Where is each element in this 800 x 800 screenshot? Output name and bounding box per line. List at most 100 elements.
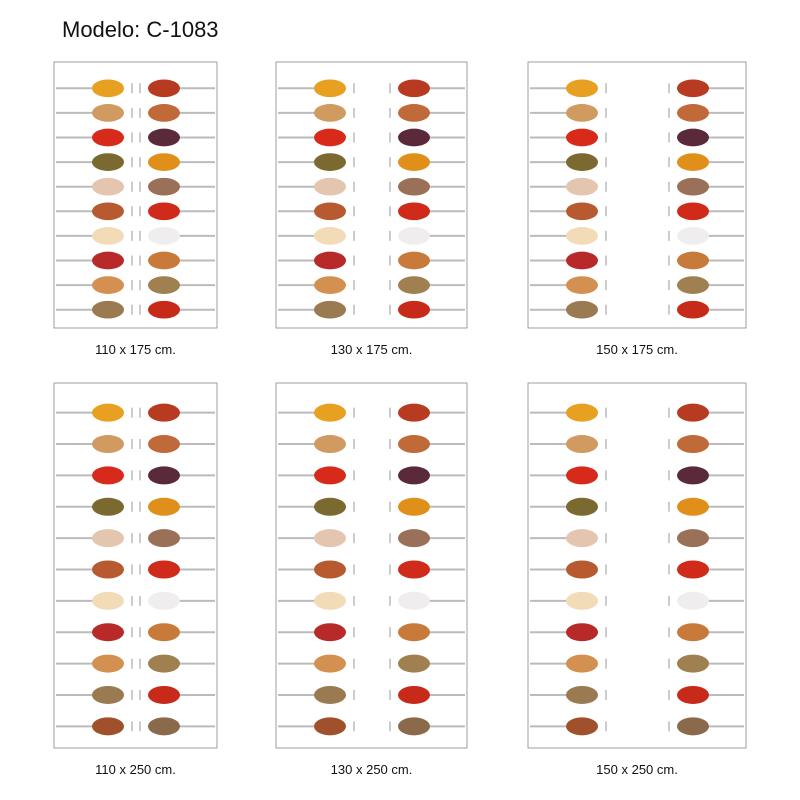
size-label: 110 x 250 cm.: [95, 762, 176, 777]
spice-spoon: [92, 251, 124, 270]
spice-spoon: [314, 560, 346, 579]
spice-spoon: [398, 435, 430, 454]
spice-spoon: [677, 104, 709, 122]
model-title: Modelo: C-1083: [62, 17, 219, 42]
spice-spoon: [92, 654, 124, 673]
size-label: 130 x 250 cm.: [331, 762, 413, 777]
spice-spoon: [148, 717, 180, 736]
spice-spoon: [566, 591, 598, 610]
spice-spoon: [314, 685, 346, 704]
panel: 150 x 250 cm.: [527, 382, 747, 777]
spice-spoon: [677, 529, 709, 548]
spice-spoon: [148, 466, 180, 485]
spice-spoon: [566, 435, 598, 454]
spice-spoon: [148, 685, 180, 704]
spice-spoon: [398, 497, 430, 516]
spice-spoon: [566, 251, 598, 270]
spice-spoon: [677, 276, 709, 294]
spice-spoon: [314, 623, 346, 642]
spice-spoon: [398, 466, 430, 485]
spice-spoon: [677, 560, 709, 579]
spice-spoon: [398, 717, 430, 736]
spice-spoon: [566, 403, 598, 422]
spice-spoon: [148, 403, 180, 422]
spice-spoon: [314, 251, 346, 270]
spice-spoon: [566, 177, 598, 196]
spice-spoon: [677, 177, 709, 196]
spice-spoon: [92, 685, 124, 704]
spice-spoon: [398, 560, 430, 579]
spice-spoon: [92, 435, 124, 454]
panel: 150 x 175 cm.: [527, 61, 747, 357]
size-label: 130 x 175 cm.: [331, 342, 413, 357]
spice-spoon: [677, 623, 709, 642]
spice-spoon: [314, 276, 346, 294]
spice-spoon: [398, 177, 430, 196]
spice-spoon: [677, 153, 709, 171]
panel: 110 x 250 cm.: [53, 382, 218, 777]
spice-spoon: [92, 466, 124, 485]
spice-spoon: [148, 177, 180, 196]
spice-spoon: [92, 153, 124, 171]
spice-spoon: [566, 685, 598, 704]
spice-spoon: [398, 685, 430, 704]
panel: 130 x 250 cm.: [275, 382, 468, 777]
size-label: 110 x 175 cm.: [95, 342, 176, 357]
panel: 130 x 175 cm.: [275, 61, 468, 357]
spice-spoon: [314, 466, 346, 485]
spice-spoon: [148, 435, 180, 454]
spice-spoon: [398, 79, 430, 98]
spice-spoon: [314, 128, 346, 147]
spice-spoon: [566, 104, 598, 122]
spice-spoon: [398, 591, 430, 610]
spice-spoon: [398, 153, 430, 171]
spice-spoon: [314, 403, 346, 422]
spice-spoon: [566, 654, 598, 673]
spice-spoon: [566, 276, 598, 294]
spice-spoon: [314, 177, 346, 196]
spice-spoon: [314, 435, 346, 454]
spice-spoon: [398, 529, 430, 548]
spice-spoon: [677, 497, 709, 516]
spice-spoon: [148, 654, 180, 673]
spice-spoon: [92, 177, 124, 196]
spice-spoon: [314, 497, 346, 516]
spice-spoon: [677, 79, 709, 98]
size-label: 150 x 250 cm.: [596, 762, 678, 777]
panel-frame: [53, 382, 218, 749]
spice-spoon: [148, 79, 180, 98]
spice-spoon: [677, 300, 709, 319]
spice-spoon: [398, 227, 430, 245]
spice-spoon: [566, 227, 598, 245]
spice-spoon: [398, 654, 430, 673]
panel-frame: [527, 61, 747, 329]
spice-spoon: [677, 202, 709, 221]
spice-spoon: [92, 104, 124, 122]
spice-spoon: [148, 104, 180, 122]
spice-spoon: [92, 623, 124, 642]
spice-spoon: [92, 717, 124, 736]
spice-spoon: [677, 685, 709, 704]
spice-spoon: [148, 497, 180, 516]
spice-spoon: [398, 300, 430, 319]
spice-spoon: [398, 104, 430, 122]
spice-spoon: [314, 591, 346, 610]
spice-spoon: [677, 591, 709, 610]
panel-frame: [527, 382, 747, 749]
spice-spoon: [677, 717, 709, 736]
spice-spoon: [398, 128, 430, 147]
spice-spoon: [314, 529, 346, 548]
spice-spoon: [566, 497, 598, 516]
spice-spoon: [314, 300, 346, 319]
spice-spoon: [92, 560, 124, 579]
spice-spoon: [148, 202, 180, 221]
spice-spoon: [566, 300, 598, 319]
spice-spoon: [566, 79, 598, 98]
spice-spoon: [148, 227, 180, 245]
size-label: 150 x 175 cm.: [596, 342, 678, 357]
spice-spoon: [398, 403, 430, 422]
spice-spoon: [566, 529, 598, 548]
spice-spoon: [677, 466, 709, 485]
spice-spoon: [92, 403, 124, 422]
spice-spoon: [148, 128, 180, 147]
